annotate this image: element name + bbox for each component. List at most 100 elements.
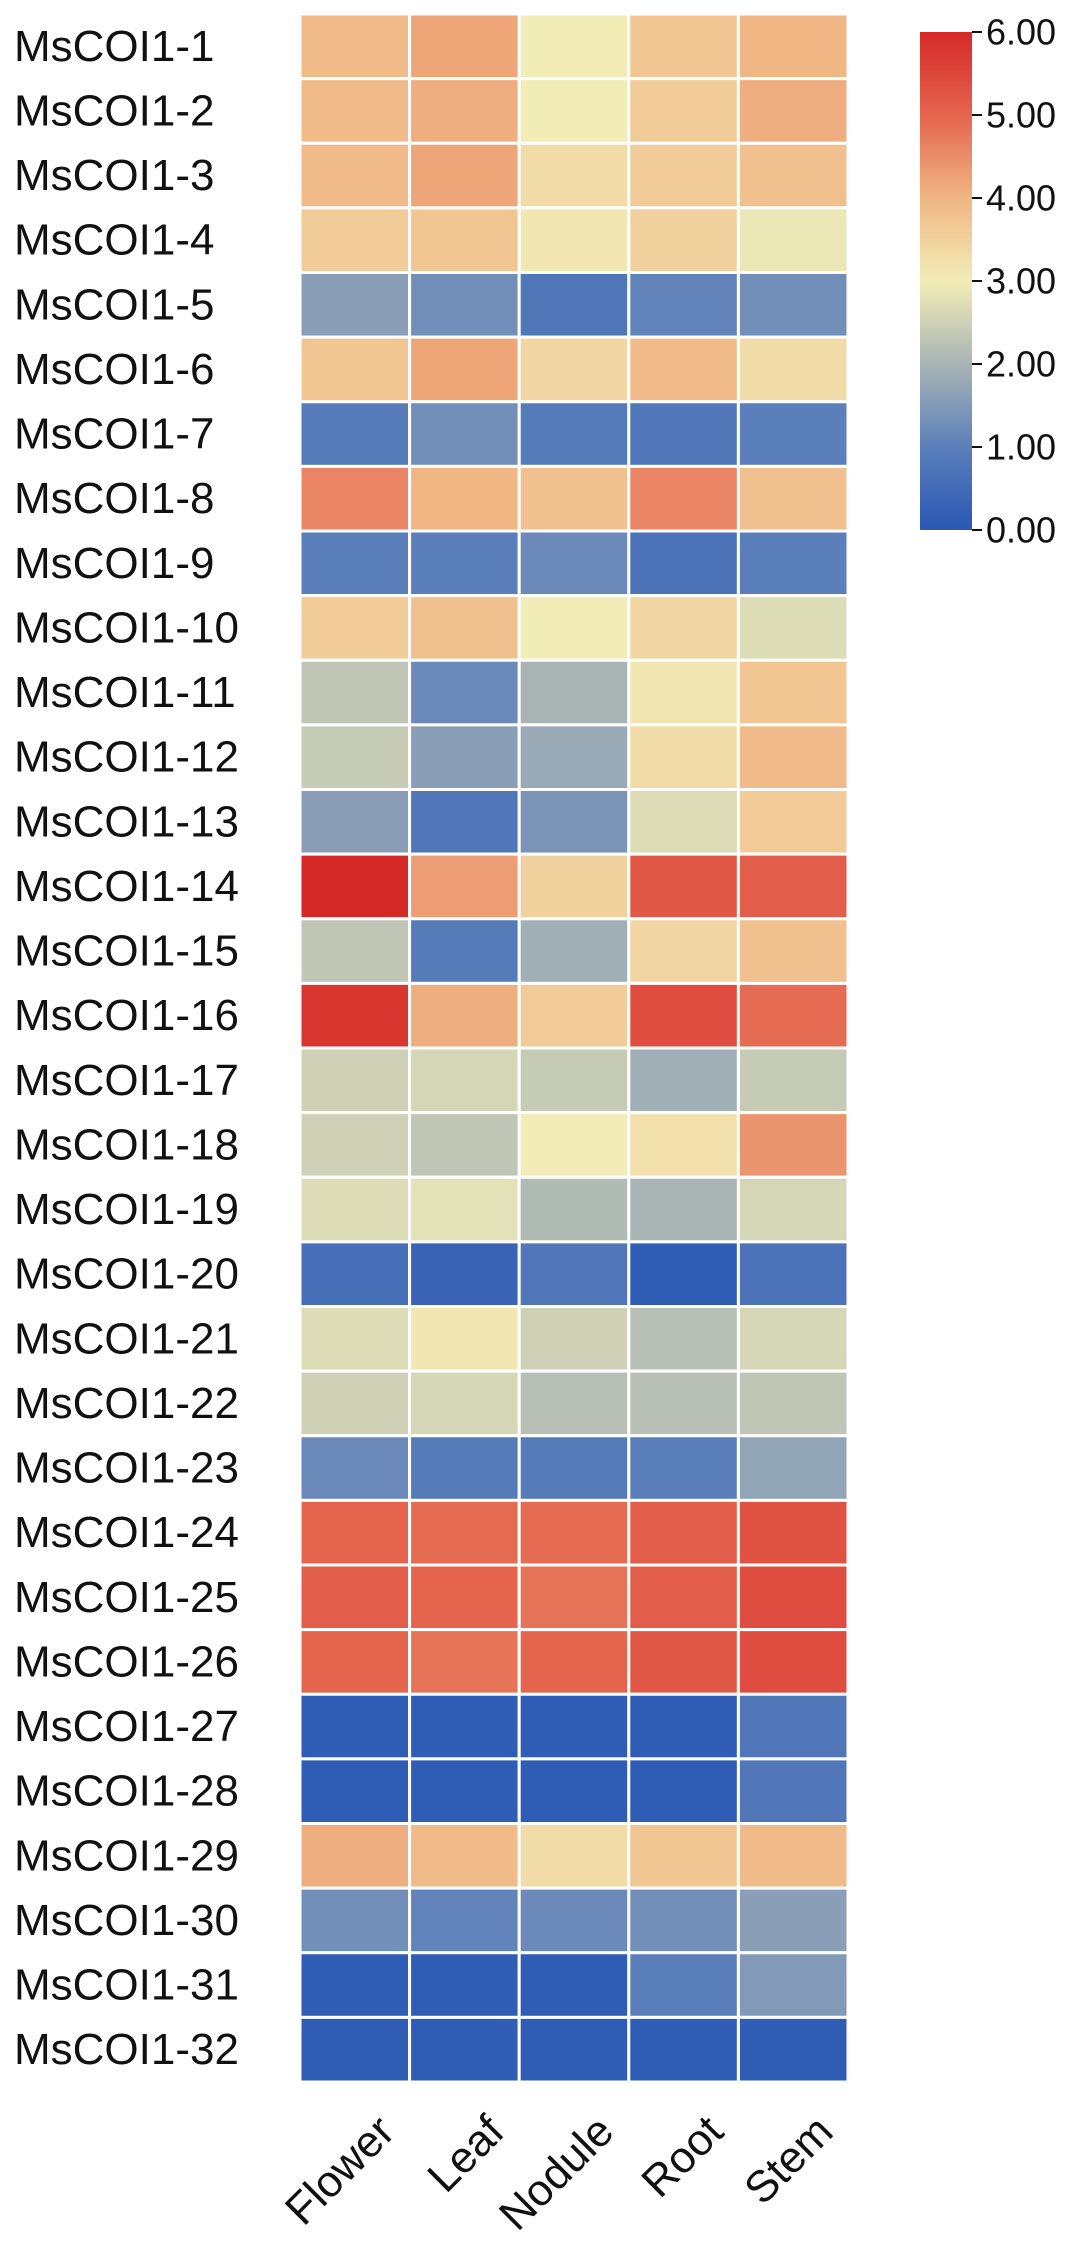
heatmap-cell [627, 981, 740, 1050]
row-label: MsCOI1-1 [14, 22, 214, 71]
heatmap-cell [517, 12, 631, 81]
row-label: MsCOI1-32 [14, 2025, 239, 2074]
heatmap-cell [517, 77, 631, 145]
heatmap-cell [517, 529, 631, 598]
heatmap-cell [517, 141, 631, 210]
heatmap-cell [736, 1628, 850, 1696]
heatmap-cell [627, 658, 740, 727]
heatmap-cell [408, 788, 521, 856]
row-label: MsCOI1-10 [14, 603, 239, 652]
heatmap-cell [627, 464, 740, 533]
heatmap-cell [298, 1175, 412, 1244]
heatmap-cell [736, 658, 850, 727]
heatmap-cell [298, 788, 412, 856]
heatmap-cell [517, 594, 631, 662]
heatmap-cell [408, 1563, 521, 1632]
heatmap-cell [736, 77, 850, 145]
heatmap-cell [517, 1757, 631, 1825]
heatmap-cell [736, 981, 850, 1050]
heatmap-cell [627, 335, 740, 404]
row-label: MsCOI1-11 [14, 668, 236, 717]
heatmap-cell [408, 981, 521, 1050]
heatmap-cell [627, 1692, 740, 1761]
row-label: MsCOI1-22 [14, 1379, 239, 1428]
heatmap-cell [627, 1757, 740, 1825]
column-label: Nodule [490, 2106, 623, 2239]
heatmap-cell [298, 1111, 412, 1179]
heatmap-cell [517, 723, 631, 791]
heatmap-cell [736, 1369, 850, 1438]
heatmap-cell [627, 594, 740, 662]
heatmap-cell [408, 464, 521, 533]
heatmap-cell [408, 1822, 521, 1890]
heatmap-cell [627, 1498, 740, 1567]
heatmap-cell [517, 1951, 631, 2019]
heatmap-cell [408, 658, 521, 727]
heatmap-cell [408, 917, 521, 985]
row-label: MsCOI1-5 [14, 280, 214, 329]
row-label: MsCOI1-14 [14, 862, 239, 911]
heatmap-cell [517, 788, 631, 856]
heatmap-cell [408, 1175, 521, 1244]
heatmap-cell [298, 400, 412, 468]
heatmap-cell [517, 1046, 631, 1115]
heatmap-cell [298, 723, 412, 791]
row-label: MsCOI1-18 [14, 1120, 239, 1169]
heatmap-cell [517, 917, 631, 985]
heatmap-cell [736, 1305, 850, 1373]
row-label: MsCOI1-25 [14, 1573, 239, 1622]
heatmap-cell [408, 1951, 521, 2019]
heatmap-cell [298, 1886, 412, 1955]
heatmap-cell [517, 1628, 631, 1696]
heatmap-cell [517, 1692, 631, 1761]
row-label: MsCOI1-4 [14, 216, 214, 265]
heatmap-cell [408, 1111, 521, 1179]
heatmap-cell [408, 1305, 521, 1373]
heatmap-cell [517, 1498, 631, 1567]
column-label: Root [632, 2106, 732, 2206]
heatmap-cell [627, 141, 740, 210]
row-label: MsCOI1-28 [14, 1767, 239, 1816]
heatmap-cell [408, 206, 521, 274]
row-label: MsCOI1-27 [14, 1702, 239, 1751]
heatmap-cell [517, 2015, 631, 2084]
heatmap-cell [517, 1563, 631, 1632]
heatmap-cell [298, 77, 412, 145]
heatmap-cell [408, 1886, 521, 1955]
heatmap-cell [736, 335, 850, 404]
heatmap-cell [736, 206, 850, 274]
colorbar-tick-label: 3.00 [986, 261, 1056, 302]
heatmap-cell [736, 271, 850, 339]
heatmap-cell [736, 2015, 850, 2084]
heatmap-cell [408, 2015, 521, 2084]
heatmap-cell [736, 723, 850, 791]
heatmap-cell [736, 1692, 850, 1761]
heatmap-cell [736, 594, 850, 662]
heatmap-cell [736, 1240, 850, 1308]
heatmap-cell [298, 335, 412, 404]
row-label: MsCOI1-24 [14, 1508, 239, 1557]
heatmap-cell [736, 400, 850, 468]
heatmap-cell [298, 529, 412, 598]
heatmap-cell [627, 206, 740, 274]
row-label: MsCOI1-16 [14, 991, 239, 1040]
heatmap-cell [298, 1692, 412, 1761]
heatmap-cell [627, 788, 740, 856]
heatmap-cell [517, 1434, 631, 1502]
heatmap-cell [627, 400, 740, 468]
heatmap-cell [298, 1757, 412, 1825]
heatmap-cell [627, 1951, 740, 2019]
heatmap-cell [298, 981, 412, 1050]
heatmap-cell [627, 1175, 740, 1244]
heatmap-cell [517, 271, 631, 339]
heatmap-cell [517, 1175, 631, 1244]
heatmap-cell [517, 464, 631, 533]
heatmap-cell [298, 1951, 412, 2019]
column-label: Flower [276, 2106, 404, 2234]
heatmap-cell [736, 12, 850, 81]
heatmap-cell [627, 723, 740, 791]
heatmap-cell [517, 1305, 631, 1373]
row-label: MsCOI1-19 [14, 1185, 239, 1234]
